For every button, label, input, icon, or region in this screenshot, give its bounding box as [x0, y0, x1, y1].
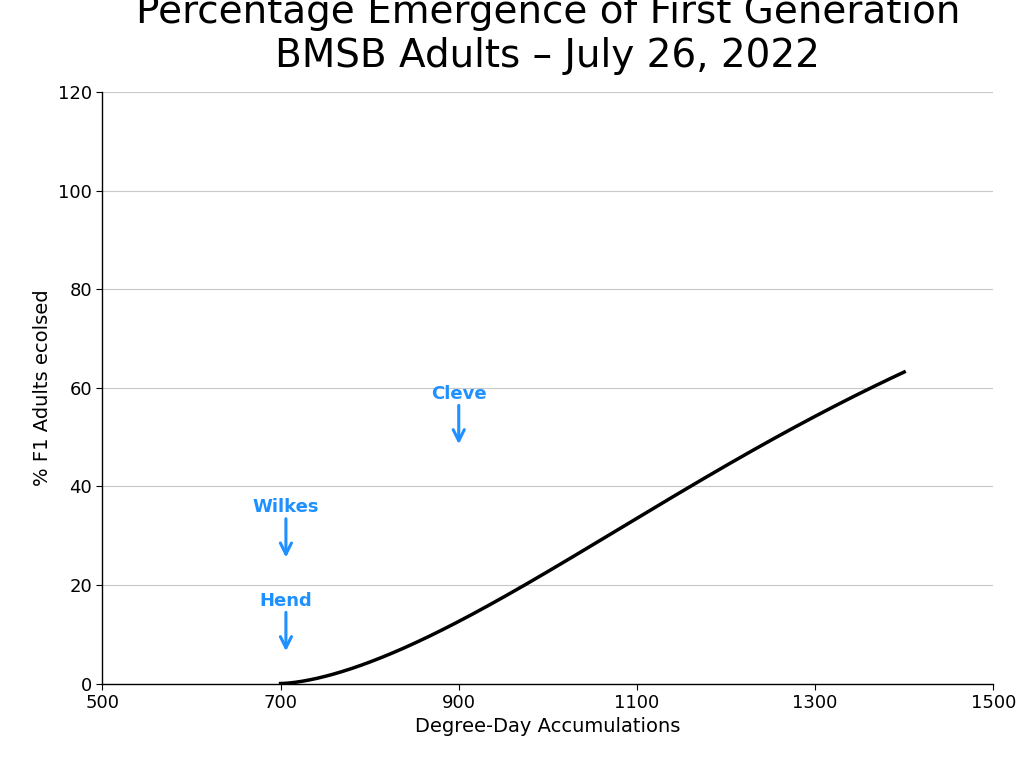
- Text: Wilkes: Wilkes: [253, 498, 319, 516]
- Title: Percentage Emergence of First Generation
BMSB Adults – July 26, 2022: Percentage Emergence of First Generation…: [135, 0, 961, 75]
- Text: Cleve: Cleve: [431, 385, 486, 402]
- Text: Hend: Hend: [259, 591, 312, 610]
- Y-axis label: % F1 Adults ecolsed: % F1 Adults ecolsed: [34, 290, 52, 486]
- X-axis label: Degree-Day Accumulations: Degree-Day Accumulations: [415, 717, 681, 737]
